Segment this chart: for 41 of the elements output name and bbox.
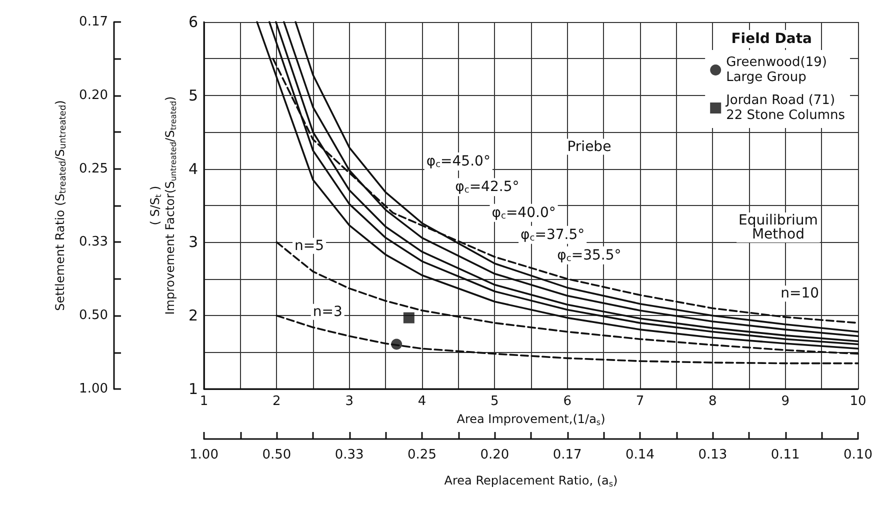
text: 0.20 (480, 448, 510, 462)
x-tick-label: 8 (708, 394, 717, 409)
x-tick-label: 3 (345, 394, 354, 409)
legend-label: Greenwood(19) Large Group (726, 55, 827, 85)
x-tick-label: 5 (490, 394, 499, 409)
y-tick-label: 6 (188, 13, 198, 31)
text: 0.25 (408, 448, 436, 462)
text: Settlement Ratio (Streated/Suntreated) (53, 100, 69, 311)
x-tick-label: 7 (636, 394, 644, 409)
y-tick-label: 5 (188, 86, 198, 104)
x-tick-label: 6 (563, 394, 572, 409)
x-tick-label: 9 (781, 394, 790, 409)
text: 1.00 (190, 448, 218, 462)
category-label: 0.20 (79, 88, 108, 103)
text: 0.17 (552, 448, 582, 462)
category-label: 0.17 (79, 14, 108, 30)
annotation: n=3 (312, 304, 342, 320)
text: 0.11 (770, 448, 800, 462)
annotation: n=5 (294, 238, 324, 254)
category-label: 0.25 (79, 161, 108, 176)
x-tick-label: 4 (418, 394, 426, 409)
category-label: 0.33 (79, 234, 108, 250)
annotation: n=10 (780, 286, 820, 302)
annotation: Equilibrium Method (738, 212, 818, 243)
annotation: Priebe (567, 138, 612, 155)
category-label: 1.00 (79, 382, 108, 396)
text: 0.14 (626, 448, 654, 462)
category-label: 0.50 (79, 308, 108, 324)
y-tick-label: 3 (188, 233, 198, 252)
y-tick-label: 1 (188, 380, 198, 398)
text: 0.50 (262, 448, 292, 462)
y-tick-label: 4 (188, 160, 198, 178)
x-tick-label: 10 (850, 394, 866, 409)
legend-title: Field Data (731, 31, 812, 47)
text: 0.13 (698, 448, 728, 462)
y-tick-label: 2 (188, 306, 198, 325)
text: 0.33 (334, 448, 364, 462)
text: 0.10 (844, 448, 872, 462)
x-tick-label: 2 (272, 394, 281, 409)
x-tick-label: 1 (200, 394, 208, 409)
legend-label: Jordan Road (71) 22 Stone Columns (725, 93, 846, 123)
